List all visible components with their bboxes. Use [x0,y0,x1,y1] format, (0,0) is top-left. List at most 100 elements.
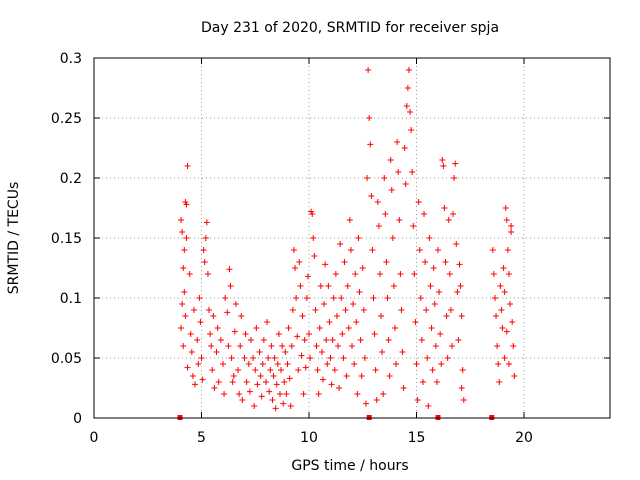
data-point [251,403,258,409]
data-point [340,355,347,361]
data-point [387,157,394,163]
data-point [317,283,324,289]
data-point [215,379,222,385]
data-point [389,235,396,241]
data-point [495,361,502,367]
data-point [252,367,259,373]
data-point [346,217,353,223]
data-point [202,235,209,241]
data-point [210,313,217,319]
data-point [384,295,391,301]
data-point [207,331,214,337]
data-point [314,367,321,373]
x-tick-labels: 0 5 10 15 20 [90,430,533,446]
data-point [232,301,239,307]
data-point [226,266,233,273]
data-point [222,295,229,301]
data-point [374,199,381,205]
x-tick-label: 0 [90,430,99,446]
data-point [312,307,319,313]
data-point [268,343,275,349]
data-point [211,385,218,391]
data-point [388,187,395,193]
data-point [496,379,503,385]
data-point [371,331,378,337]
data-point [332,271,339,277]
data-point [490,271,497,277]
data-point [433,379,440,385]
data-point [367,141,374,148]
data-point [225,343,232,349]
data-point [400,385,407,391]
data-point [403,103,410,109]
data-point [499,325,506,331]
data-point [214,325,221,331]
y-tick-label: 0.25 [51,111,82,127]
x-axis-label: GPS time / hours [291,458,408,474]
data-point [204,271,211,277]
data-point [325,283,332,289]
data-point [344,283,351,289]
data-point [229,379,236,385]
data-point [304,273,311,280]
data-point [183,235,190,241]
data-point [349,343,355,349]
data-point [256,349,263,355]
data-point [423,307,430,313]
data-point [239,397,246,403]
data-point [273,381,280,388]
data-point [507,301,514,307]
data-point [448,343,455,349]
data-point [357,337,364,343]
data-point [303,295,310,301]
data-point [353,319,360,325]
data-point [347,247,354,253]
data-point [236,391,243,397]
data-point [267,367,274,373]
data-point [311,253,318,259]
data-point [265,355,272,361]
data-point [505,361,512,367]
data-point [330,295,337,301]
data-point [413,361,420,367]
data-point [206,307,213,313]
data-point [376,271,383,277]
data-point [323,337,330,343]
data-point [501,355,508,361]
data-point [511,373,518,379]
data-point [361,355,368,361]
data-point [395,169,402,175]
data-point [457,283,464,289]
data-point [419,379,426,385]
data-point [408,127,415,133]
data-point [509,319,516,325]
data-point [383,259,390,265]
data-point [386,373,393,379]
data-point [310,235,317,241]
data-point [292,265,299,271]
data-point [186,271,193,277]
data-point [501,289,508,295]
data-point [339,331,346,337]
y-tick-label: 0.2 [60,171,82,187]
data-point [508,223,515,229]
data-point [242,331,249,337]
data-point [245,361,252,367]
data-point [290,247,297,253]
data-point [257,373,264,379]
data-point [451,175,458,181]
data-point [319,376,326,383]
data-point [452,160,459,167]
data-point [302,364,309,371]
data-point [198,355,205,361]
data-point [208,343,215,349]
data-point [368,193,375,199]
data-point [280,400,287,407]
data-points [178,67,518,412]
data-point [247,337,254,343]
data-point [199,376,206,383]
data-point [281,379,288,385]
data-point [500,265,507,271]
data-point [276,391,283,397]
